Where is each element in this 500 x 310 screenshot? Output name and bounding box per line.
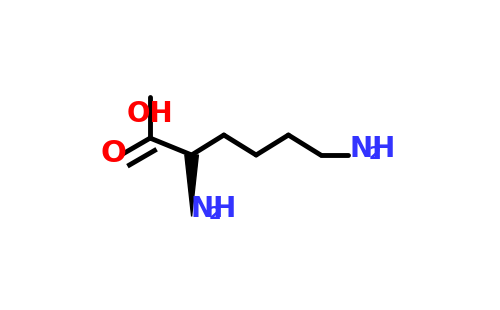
Text: O: O (100, 139, 126, 168)
Polygon shape (185, 155, 198, 216)
Text: NH: NH (190, 195, 236, 223)
Text: 2: 2 (368, 145, 381, 163)
Text: OH: OH (127, 100, 174, 128)
Text: 2: 2 (209, 205, 222, 223)
Text: NH: NH (350, 135, 396, 163)
